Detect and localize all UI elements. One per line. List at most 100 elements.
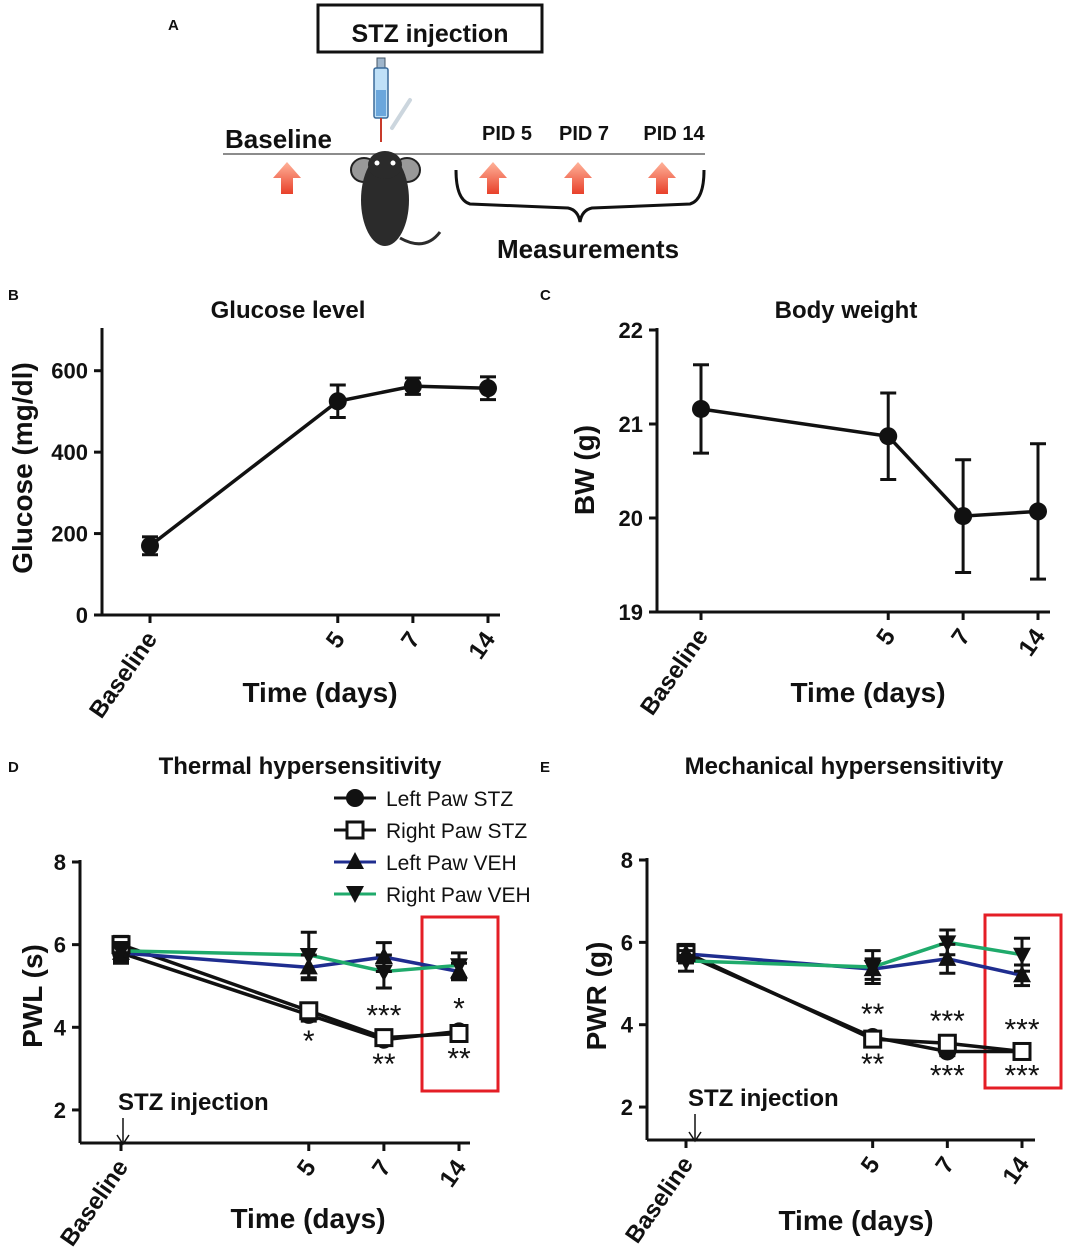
- x-tick-label: Baseline: [635, 624, 714, 720]
- y-tick-label: 2: [54, 1098, 66, 1123]
- data-point: [141, 536, 159, 555]
- data-point: [1013, 965, 1031, 983]
- chart-title: Thermal hypersensitivity: [159, 753, 442, 780]
- legend: Left Paw STZ Right Paw STZ Left Paw VEH …: [334, 788, 531, 907]
- data-point: [879, 427, 898, 446]
- injection-label: STZ injection: [352, 20, 509, 48]
- y-tick-label: 6: [621, 930, 633, 955]
- timepoint-label: PID 14: [643, 123, 705, 145]
- syringe-icon: [373, 57, 412, 142]
- data-point: [863, 960, 882, 978]
- x-tick-label: 14: [434, 1154, 472, 1192]
- data-point: [328, 392, 347, 411]
- significance-below: **: [372, 1048, 396, 1081]
- legend-label: Right Paw VEH: [386, 884, 531, 907]
- data-point: [938, 935, 957, 953]
- significance-below: *: [303, 1025, 315, 1058]
- data-point: [450, 958, 468, 976]
- mouse-icon: [350, 151, 442, 246]
- chart-title: Glucose level: [211, 297, 366, 324]
- injection-note: STZ injection: [118, 1089, 269, 1116]
- series-line: [120, 942, 460, 1040]
- x-tick-label: Baseline: [84, 627, 163, 723]
- x-tick-label: 7: [946, 624, 976, 650]
- y-tick-label: 0: [76, 603, 88, 628]
- glucose-chart: B Glucose level Glucose (mg/dl) Time (da…: [7, 287, 501, 723]
- x-tick-label: Baseline: [620, 1152, 699, 1248]
- arrow-up-icon: [648, 162, 676, 194]
- measurements-label: Measurements: [497, 234, 679, 264]
- x-axis-label: Time (days): [230, 1203, 385, 1234]
- significance-below: ***: [1004, 1060, 1039, 1093]
- mechanical-chart: E Mechanical hypersensitivity PWR (g) Ti…: [540, 753, 1063, 1248]
- legend-label: Left Paw STZ: [386, 788, 513, 811]
- series-line: [685, 952, 1023, 978]
- body-weight-chart: C Body weight BW (g) Time (days) 19 20 21 2…: [540, 287, 1051, 720]
- y-tick-label: 2: [621, 1095, 633, 1120]
- y-tick-label: 400: [51, 440, 88, 465]
- series-line: [120, 949, 460, 974]
- data-point: [937, 1033, 957, 1053]
- y-tick-label: 21: [619, 412, 643, 437]
- x-axis-label: Time (days): [778, 1205, 933, 1236]
- x-axis-label: Time (days): [242, 677, 397, 708]
- y-axis-label: Glucose (mg/dl): [7, 362, 38, 574]
- data-point: [112, 943, 130, 961]
- legend-marker-circle-icon: [346, 789, 364, 807]
- data-point: [374, 964, 393, 982]
- panel-a-timeline: A STZ injection Baseline PID 5 PID 7 PID…: [168, 3, 706, 264]
- x-tick-label: Baseline: [55, 1155, 134, 1251]
- y-tick-label: 4: [54, 1015, 67, 1040]
- panel-e-letter: E: [540, 759, 550, 776]
- panel-a-letter: A: [168, 17, 179, 34]
- y-tick-label: 19: [619, 600, 643, 625]
- x-tick-label: 5: [321, 627, 351, 653]
- significance-above: ***: [930, 1005, 965, 1038]
- arrow-up-icon: [564, 162, 592, 194]
- legend-label: Left Paw VEH: [386, 852, 517, 875]
- series-line: [700, 407, 1039, 518]
- y-tick-label: 22: [619, 318, 643, 343]
- data-point: [1029, 502, 1047, 521]
- x-axis-label: Time (days): [790, 677, 945, 708]
- data-point: [299, 1001, 319, 1021]
- data-point: [403, 377, 422, 396]
- y-axis-label: BW (g): [569, 425, 600, 515]
- panel-d-letter: D: [8, 759, 19, 776]
- x-tick-label: 14: [463, 626, 501, 664]
- x-tick-label: 5: [871, 624, 901, 650]
- y-axis-label: PWL (s): [17, 944, 48, 1048]
- x-tick-label: 7: [930, 1152, 960, 1178]
- legend-label: Right Paw STZ: [386, 820, 527, 843]
- significance-above: ***: [366, 999, 401, 1032]
- y-tick-label: 4: [621, 1013, 634, 1038]
- y-tick-label: 200: [51, 522, 88, 547]
- injection-box: [316, 3, 544, 54]
- significance-above: **: [861, 998, 885, 1031]
- data-point: [374, 1028, 394, 1048]
- x-tick-label: 7: [367, 1155, 397, 1181]
- y-tick-label: 600: [51, 359, 88, 384]
- legend-marker-triangle-down-icon: [346, 886, 364, 903]
- data-point: [677, 953, 695, 971]
- arrow-up-icon: [479, 162, 507, 194]
- y-tick-label: 8: [621, 848, 633, 873]
- series-line: [685, 940, 1023, 969]
- highlight-box: [983, 913, 1063, 1090]
- series-line: [685, 951, 1023, 1054]
- y-tick-label: 20: [619, 506, 643, 531]
- injection-note: STZ injection: [688, 1085, 839, 1112]
- thermal-chart: D Thermal hypersensitivity PWL (s) Time …: [8, 753, 531, 1251]
- data-point: [954, 507, 973, 526]
- panel-c-letter: C: [540, 287, 551, 304]
- data-point: [1012, 1041, 1032, 1061]
- significance-above: ***: [1004, 1013, 1039, 1046]
- baseline-label: Baseline: [225, 124, 332, 154]
- data-point: [1013, 947, 1031, 965]
- series-line: [148, 384, 489, 548]
- data-point: [938, 948, 957, 966]
- timepoint-label: PID 7: [559, 123, 609, 145]
- significance-above: *: [453, 992, 465, 1025]
- data-point: [692, 399, 710, 418]
